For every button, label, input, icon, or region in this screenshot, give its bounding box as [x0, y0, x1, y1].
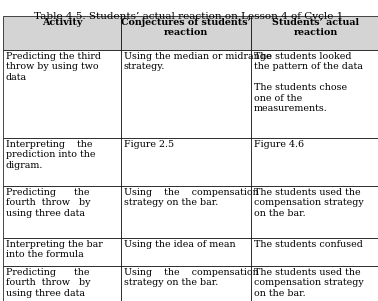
Text: Using the idea of mean: Using the idea of mean [124, 240, 235, 249]
Text: Conjectures of students’
reaction: Conjectures of students’ reaction [121, 18, 251, 37]
Text: Figure 2.5: Figure 2.5 [124, 140, 174, 149]
Bar [121, 138, 251, 186]
Bar [3, 238, 121, 266]
Bar [121, 238, 251, 266]
Text: Predicting the third
throw by using two
data: Predicting the third throw by using two … [6, 52, 101, 82]
Bar [3, 266, 121, 301]
Bar [251, 138, 378, 186]
Bar [3, 138, 121, 186]
Bar [251, 266, 378, 301]
Text: Using the median or midrange
strategy.: Using the median or midrange strategy. [124, 52, 271, 71]
Text: Students’ actual
reaction: Students’ actual reaction [273, 18, 359, 37]
Text: Interpreting    the
prediction into the
digram.: Interpreting the prediction into the dig… [6, 140, 96, 170]
Text: Using    the    compensation
strategy on the bar.: Using the compensation strategy on the b… [124, 188, 259, 207]
Bar [121, 186, 251, 238]
Bar [251, 186, 378, 238]
Text: Using    the    compensation
strategy on the bar.: Using the compensation strategy on the b… [124, 268, 259, 287]
Text: The students used the
compensation strategy
on the bar.: The students used the compensation strat… [254, 268, 364, 298]
Text: The students used the
compensation strategy
on the bar.: The students used the compensation strat… [254, 188, 364, 218]
Text: Predicting      the
fourth  throw   by
using three data: Predicting the fourth throw by using thr… [6, 188, 90, 218]
Bar [251, 16, 378, 50]
Text: Table 4.5. Students’ actual reaction on Lesson 4 of Cycle 1: Table 4.5. Students’ actual reaction on … [34, 12, 344, 21]
Text: The students confused: The students confused [254, 240, 363, 249]
Text: Activity: Activity [42, 18, 82, 27]
Bar [121, 50, 251, 138]
Bar [251, 50, 378, 138]
Text: Figure 4.6: Figure 4.6 [254, 140, 304, 149]
Bar [3, 50, 121, 138]
Text: The students looked
the pattern of the data

The students chose
one of the
measu: The students looked the pattern of the d… [254, 52, 363, 113]
Text: Predicting      the
fourth  throw   by
using three data: Predicting the fourth throw by using thr… [6, 268, 90, 298]
Bar [3, 186, 121, 238]
Text: Interpreting the bar
into the formula: Interpreting the bar into the formula [6, 240, 103, 259]
Bar [251, 238, 378, 266]
Bar [121, 16, 251, 50]
Bar [121, 266, 251, 301]
Bar [3, 16, 121, 50]
